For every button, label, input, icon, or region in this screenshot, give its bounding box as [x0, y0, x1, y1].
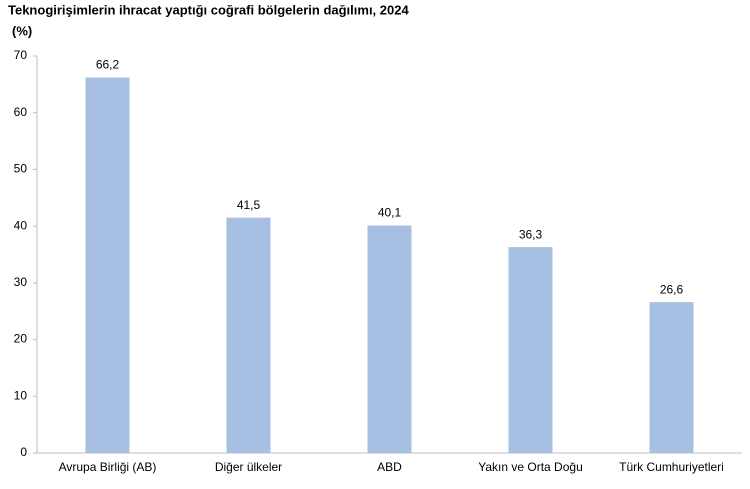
data-label: 66,2 — [96, 58, 120, 72]
y-tick-label: 40 — [14, 218, 28, 232]
bar — [649, 302, 694, 453]
y-tick-label: 10 — [14, 388, 28, 402]
x-tick-label: Avrupa Birliği (AB) — [59, 460, 157, 474]
y-axis-label: (%) — [12, 23, 32, 38]
x-tick-label: Yakın ve Orta Doğu — [478, 460, 583, 474]
data-label: 26,6 — [660, 282, 684, 296]
x-tick-label: ABD — [377, 460, 402, 474]
y-tick-label: 20 — [14, 332, 28, 346]
y-tick-label: 60 — [14, 105, 28, 119]
data-label: 36,3 — [519, 227, 543, 241]
x-tick-label: Diğer ülkeler — [215, 460, 282, 474]
bar — [226, 217, 271, 453]
y-tick-label: 50 — [14, 162, 28, 176]
data-label: 41,5 — [237, 198, 261, 212]
y-tick-label: 70 — [14, 48, 28, 62]
bar — [85, 77, 130, 454]
bar — [367, 225, 412, 453]
chart-title: Teknogirişimlerin ihracat yaptığı coğraf… — [8, 2, 409, 17]
x-tick-label: Türk Cumhuriyetleri — [619, 460, 724, 474]
y-tick-label: 0 — [20, 445, 27, 459]
data-label: 40,1 — [378, 206, 402, 220]
bar — [508, 247, 553, 453]
y-tick-label: 30 — [14, 275, 28, 289]
